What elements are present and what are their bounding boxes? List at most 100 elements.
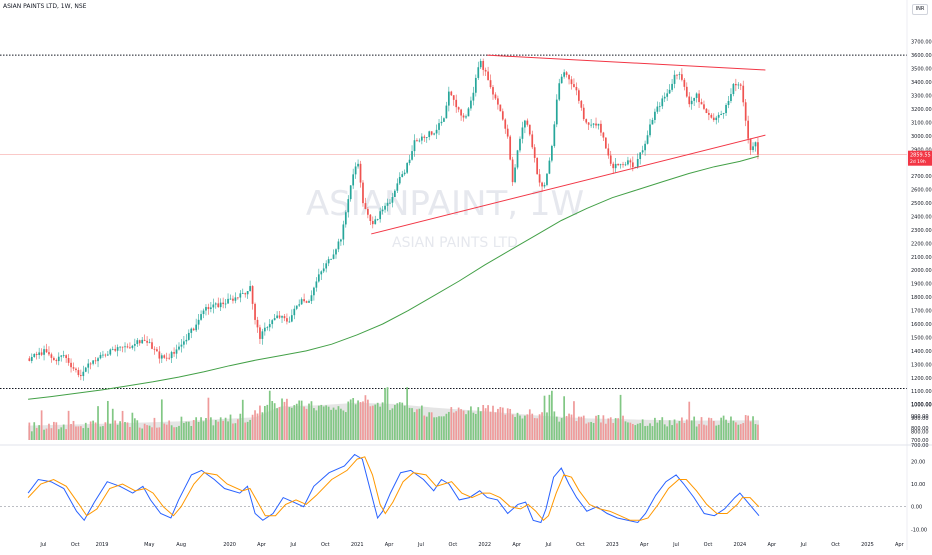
candle-body: [156, 349, 158, 352]
trendline: [487, 54, 766, 71]
symbol-title: ASIAN PAINTS LTD, 1W, NSE: [3, 3, 87, 10]
candle-body: [369, 214, 372, 221]
candle-body: [359, 163, 362, 183]
candle-body: [737, 84, 740, 86]
candle-body: [578, 90, 580, 101]
candle-body: [411, 151, 413, 160]
candle-body: [214, 303, 217, 305]
volume-bar: [622, 415, 624, 440]
currency-button[interactable]: INR: [912, 4, 928, 15]
candle-body: [631, 162, 634, 168]
volume-bar: [492, 405, 494, 440]
candle-body: [165, 357, 168, 359]
volume-bar: [241, 399, 244, 440]
volume-bar: [384, 388, 386, 440]
candle-body: [344, 212, 347, 225]
price-tick-label: 1200.00: [911, 376, 932, 382]
volume-bar: [565, 416, 568, 440]
volume-bar: [413, 412, 416, 440]
volume-bar: [634, 425, 637, 440]
ma-line: [28, 155, 760, 400]
candle-body: [229, 298, 232, 300]
candle-body: [600, 123, 602, 133]
candle-body: [573, 84, 575, 87]
volume-bar: [661, 417, 664, 440]
candle-body: [401, 174, 404, 177]
trendline: [371, 134, 766, 235]
volume-bar: [396, 403, 399, 440]
volume-bar: [33, 422, 36, 440]
candle-body: [232, 298, 234, 301]
candle-body: [575, 86, 578, 91]
volume-bar: [627, 422, 629, 440]
volume-bar: [524, 415, 526, 440]
volume-bar: [646, 425, 649, 440]
volume-bar: [156, 427, 158, 440]
candle-body: [347, 199, 350, 213]
candle-body: [133, 343, 136, 346]
volume-bar: [342, 410, 345, 440]
volume-bar: [528, 409, 531, 440]
volume-bar: [693, 416, 696, 440]
price-tick-label: 2600.00: [911, 188, 932, 194]
volume-bar: [435, 417, 438, 440]
volume-bar: [317, 405, 320, 440]
candle-body: [580, 100, 583, 108]
volume-bar: [376, 402, 379, 440]
candle-body: [543, 184, 546, 187]
candle-body: [266, 327, 269, 329]
candle-body: [715, 117, 718, 121]
candle-body: [590, 124, 592, 126]
candle-body: [452, 95, 455, 100]
candle-body: [143, 339, 146, 341]
volume-bar: [465, 414, 467, 440]
price-tick-label: 1000.00: [911, 403, 932, 409]
volume-bar: [487, 405, 489, 440]
volume-bar: [227, 421, 229, 440]
candle-body: [303, 299, 305, 302]
volume-bar: [224, 417, 227, 440]
time-tick-label: Apr: [895, 542, 905, 548]
volume-bar: [214, 420, 217, 440]
candle-body: [455, 99, 458, 108]
candle-body: [187, 332, 190, 340]
time-tick-label: Jul: [800, 542, 807, 548]
candle-body: [102, 354, 104, 356]
candle-body: [281, 316, 283, 318]
volume-bar: [141, 428, 144, 440]
volume-bar: [619, 394, 622, 440]
candle-body: [244, 293, 247, 295]
candle-body: [511, 159, 514, 183]
volume-bar: [138, 427, 141, 440]
volume-bar: [688, 401, 691, 440]
candle-body: [487, 71, 489, 81]
volume-bar: [165, 424, 168, 440]
candle-body: [298, 304, 301, 306]
candle-body: [646, 135, 649, 144]
price-tick-label: 3500.00: [911, 67, 932, 73]
candle-body: [673, 74, 676, 84]
candle-body: [79, 375, 82, 377]
volume-bar: [315, 410, 318, 440]
candle-body: [45, 349, 48, 353]
volume-bar: [445, 413, 448, 440]
candle-body: [592, 123, 595, 125]
trendlines[interactable]: [371, 54, 766, 235]
candle-body: [548, 160, 551, 174]
time-tick-label: Apr: [257, 542, 267, 548]
volume-bar: [408, 407, 411, 440]
time-tick-label: Jul: [545, 542, 552, 548]
candle-body: [173, 352, 175, 354]
candle-body: [278, 315, 281, 318]
volume-bar: [389, 410, 391, 440]
candle-body: [460, 109, 462, 116]
volume-bar: [504, 414, 507, 440]
volume-tick-label: 700.00: [911, 438, 929, 444]
volume-bar: [75, 426, 77, 440]
watermark-ticker: ASIANPAINT, 1W: [306, 184, 584, 224]
price-tick-label: 3400.00: [911, 80, 932, 86]
volume-bar: [573, 401, 575, 440]
candle-body: [60, 355, 63, 357]
